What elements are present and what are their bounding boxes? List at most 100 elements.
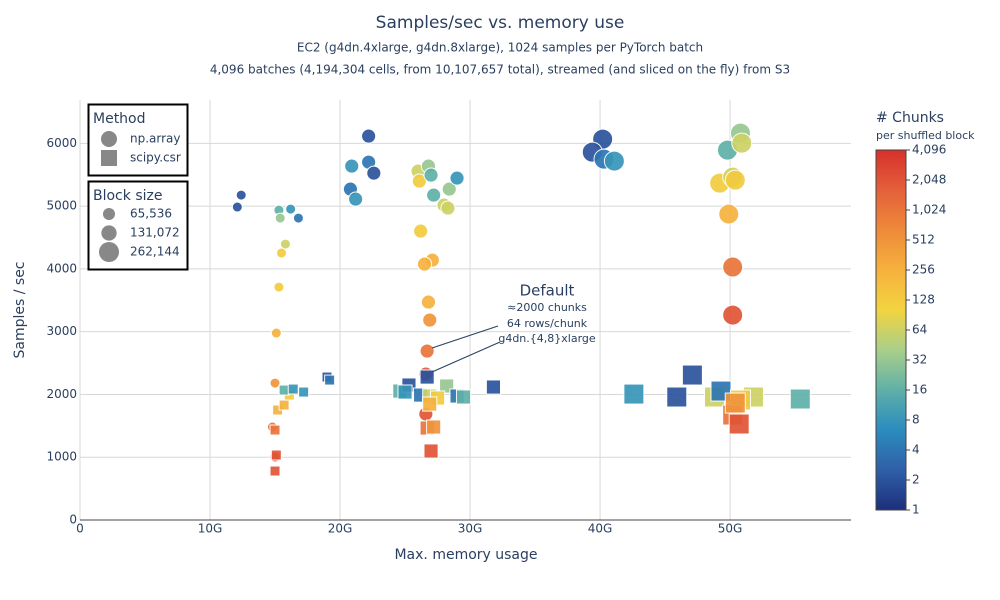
legend-marker (101, 131, 117, 147)
legend-marker (101, 150, 117, 166)
point (270, 449, 282, 461)
point (485, 379, 502, 395)
point (278, 384, 290, 396)
colorbar-tick-label: 128 (912, 293, 935, 307)
point (681, 364, 703, 386)
legend-size-marker (103, 208, 115, 220)
legend-label: scipy.csr (130, 151, 181, 165)
colorbar: # Chunks per shuffled block 1 2 4 8 16 32 64 12… (875, 110, 975, 517)
point (455, 389, 472, 405)
y-axis-title: Samples / sec (12, 261, 28, 358)
point (426, 419, 442, 435)
colorbar-tick-label: 2 (912, 473, 920, 487)
point (623, 383, 645, 405)
point (422, 312, 438, 328)
y-tick-label: 4000 (46, 261, 77, 275)
y-tick-label: 6000 (46, 136, 77, 150)
colorbar-tick-label: 8 (912, 413, 920, 427)
legend-size-marker (99, 242, 119, 262)
x-tick-label: 40G (588, 522, 613, 536)
point (441, 181, 457, 197)
x-tick-label: 20G (328, 522, 353, 536)
point (419, 369, 435, 385)
point (287, 383, 299, 395)
colorbar-tick-label: 1 (912, 503, 920, 517)
point (423, 167, 439, 183)
colorbar-subtitle: per shuffled block (876, 129, 975, 142)
point (420, 294, 437, 310)
point (722, 256, 744, 278)
annotation-line: ≈2000 chunks (507, 301, 587, 314)
colorbar-tick-label: 32 (912, 353, 927, 367)
point (397, 384, 413, 400)
point (231, 201, 243, 213)
colorbar-tick-label: 256 (912, 263, 935, 277)
annotation: Default ≈2000 chunks 64 rows/chunk g4dn.… (431, 282, 596, 373)
point (411, 173, 427, 189)
annotation-title: Default (520, 282, 575, 300)
point (361, 128, 377, 144)
point (449, 170, 465, 186)
x-tick-label: 30G (458, 522, 483, 536)
arrow (431, 325, 499, 349)
point (269, 465, 281, 477)
colorbar-tick-label: 16 (912, 383, 927, 397)
legend-title: Block size (93, 188, 162, 204)
x-tick-label: 0 (76, 522, 84, 536)
point (278, 399, 290, 411)
point (276, 247, 288, 259)
y-tick-label: 5000 (46, 199, 77, 213)
subtitle: 4,096 batches (4,194,304 cells, from 10,… (210, 63, 790, 77)
point (416, 256, 433, 272)
point (440, 200, 456, 216)
legend-title: Method (93, 111, 146, 127)
point (348, 191, 364, 207)
point (718, 203, 740, 225)
point (724, 169, 746, 191)
point (279, 238, 291, 250)
arrow (431, 341, 501, 373)
legend-size-marker (101, 225, 117, 241)
colorbar-tick-label: 64 (912, 323, 927, 337)
legend: Method Block size np.array scipy.csr 65,53… (87, 103, 189, 271)
x-axis-title: Max. memory usage (394, 547, 537, 563)
point (423, 443, 439, 459)
point (285, 203, 297, 215)
point (269, 377, 281, 389)
y-tick-label: 1000 (46, 450, 77, 464)
point (722, 304, 744, 326)
y-tick-label: 0 (69, 513, 77, 527)
legend-label: 131,072 (130, 226, 180, 240)
legend-label: np.array (130, 132, 181, 146)
colorbar-fill (875, 149, 907, 511)
point (789, 388, 811, 410)
colorbar-tick-label: 2,048 (912, 173, 946, 187)
chart-title: Samples/sec vs. memory use (376, 13, 625, 33)
point (270, 327, 282, 339)
point (366, 165, 382, 181)
x-tick-label: 50G (718, 522, 743, 536)
point (603, 150, 625, 172)
points (231, 122, 811, 477)
point (344, 158, 360, 174)
point (324, 374, 336, 386)
point (419, 343, 435, 359)
point (298, 386, 310, 398)
point (731, 132, 753, 154)
point (269, 424, 281, 436)
colorbar-tick-label: 1,024 (912, 203, 946, 217)
annotation-line: g4dn.{4,8}xlarge (498, 332, 596, 345)
subtitle: EC2 (g4dn.4xlarge, g4dn.8xlarge), 1024 s… (297, 41, 703, 55)
point (413, 223, 429, 239)
point (666, 386, 688, 408)
x-tick-label: 10G (198, 522, 223, 536)
y-tick-label: 2000 (46, 387, 77, 401)
colorbar-title: # Chunks (876, 110, 944, 126)
point (292, 212, 304, 224)
colorbar-tick-label: 512 (912, 233, 935, 247)
point (728, 413, 750, 435)
point (273, 281, 285, 293)
legend-label: 65,536 (130, 207, 172, 221)
colorbar-tick-label: 4 (912, 443, 920, 457)
